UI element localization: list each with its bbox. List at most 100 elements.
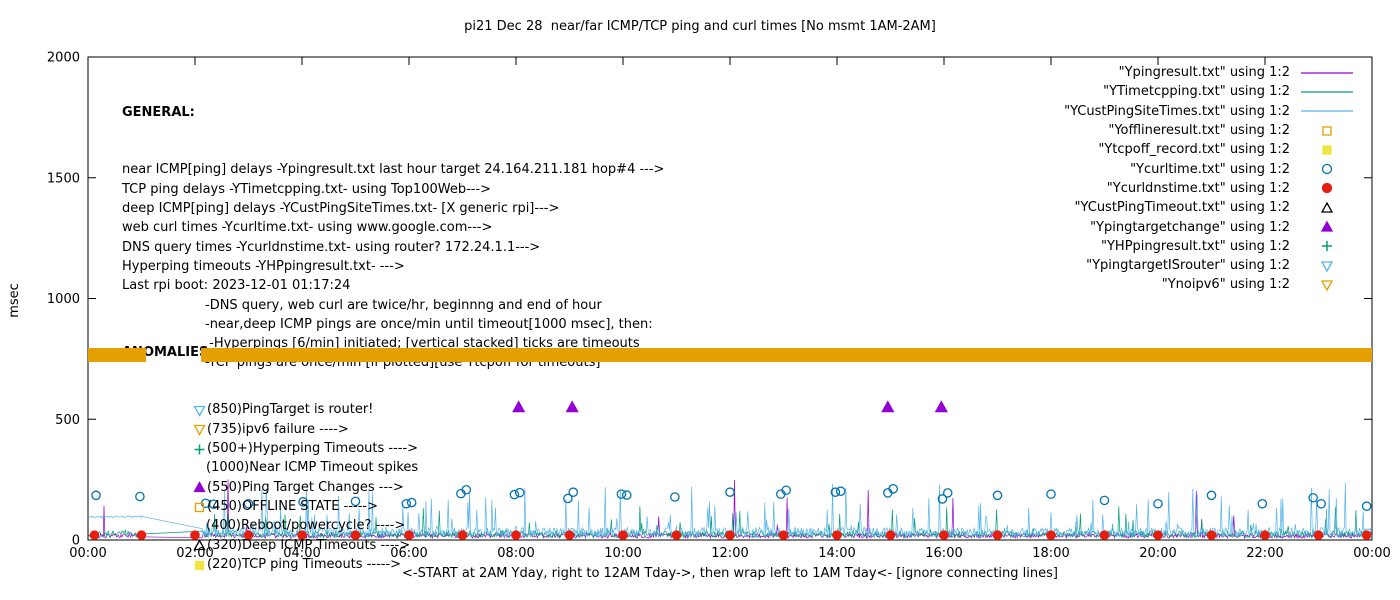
- legend-item: "Ytcpoff_record.txt" using 1:2: [1064, 140, 1355, 159]
- legend-circle-open-icon: [1321, 163, 1333, 175]
- x-tick-label: 14:00: [818, 546, 855, 561]
- anomaly-item: (450)OFFLINE STATE ----->: [122, 497, 418, 516]
- y-tick-label: 1000: [47, 292, 80, 307]
- legend-sample-line: [1301, 91, 1353, 93]
- legend-tri-up-open-icon: [1320, 201, 1334, 213]
- series-Ycurldnstime.txt: [89, 530, 1372, 540]
- legend-sample-line: [1301, 110, 1353, 112]
- legend-label: "YCustPingSiteTimes.txt" using 1:2: [1064, 103, 1290, 119]
- general-line: Last rpi boot: 2023-12-01 01:17:24: [122, 278, 351, 294]
- legend-label: "Ycurltime.txt" using 1:2: [1130, 161, 1290, 177]
- y-tick-label: 2000: [47, 51, 80, 66]
- general-line: -Hyperpings [6/min] initiated; [vertical…: [205, 336, 640, 352]
- legend-label: "Ypingtargetchange" using 1:2: [1090, 219, 1290, 235]
- anomaly-item: (550)Ping Target Changes --->: [122, 478, 418, 497]
- x-tick-label: 00:00: [1353, 546, 1390, 561]
- y-tick-label: 1500: [47, 171, 80, 186]
- legend-label: "YCustPingTimeout.txt" using 1:2: [1074, 200, 1290, 216]
- legend-item: "YCustPingSiteTimes.txt" using 1:2: [1064, 102, 1355, 121]
- anomaly-item: (220)TCP ping Timeouts ----->: [122, 555, 418, 574]
- series-Ycurltime.txt: [91, 484, 1372, 511]
- series-YCustPingSiteTimes.txt: [88, 482, 1372, 539]
- anomaly-item: (1000)Near ICMP Timeout spikes: [122, 458, 418, 477]
- x-tick-label: 20:00: [1139, 546, 1176, 561]
- x-tick-label: 22:00: [1246, 546, 1283, 561]
- anomaly-text: (400)Reboot/powercycle? ---->: [206, 518, 406, 534]
- general-line: -DNS query, web curl are twice/hr, begin…: [205, 297, 602, 313]
- x-tick-label: 10:00: [604, 546, 641, 561]
- legend-label: "Ytcpoff_record.txt" using 1:2: [1098, 142, 1290, 158]
- legend-item: "YpingtargetISrouter" using 1:2: [1064, 256, 1355, 275]
- general-line: DNS query times -Ycurldnstime.txt- using…: [122, 239, 541, 255]
- legend-label: "Yofflineresult.txt" using 1:2: [1108, 123, 1290, 139]
- legend-item: "Ycurltime.txt" using 1:2: [1064, 159, 1355, 178]
- general-line: -near,deep ICMP pings are once/min until…: [205, 316, 653, 332]
- legend-item: "YTimetcpping.txt" using 1:2: [1064, 82, 1355, 101]
- legend-circle-filled-icon: [1321, 183, 1333, 194]
- anomaly-item: (735)ipv6 failure ---->: [122, 420, 418, 439]
- general-header: GENERAL:: [122, 104, 195, 120]
- general-line: Hyperping timeouts -YHPpingresult.txt- -…: [122, 258, 405, 274]
- anomaly-text: (450)OFFLINE STATE ----->: [207, 498, 378, 514]
- legend-item: "Ypingresult.txt" using 1:2: [1064, 63, 1355, 82]
- legend-label: "Ycurldnstime.txt" using 1:2: [1106, 180, 1290, 196]
- tri-down-open-icon: [193, 425, 206, 437]
- legend-item: "Ycurldnstime.txt" using 1:2: [1064, 179, 1355, 198]
- x-tick-label: 08:00: [497, 546, 534, 561]
- general-line: near ICMP[ping] delays -Ypingresult.txt …: [122, 162, 665, 178]
- series-Ypingtargetchange: [512, 400, 948, 413]
- anomaly-text: (320)Deep ICMP Timeouts ---->: [207, 537, 411, 553]
- chart-title: pi21 Dec 28 near/far ICMP/TCP ping and c…: [464, 19, 936, 34]
- anomaly-text: (550)Ping Target Changes --->: [207, 479, 404, 495]
- anomaly-item: (320)Deep ICMP Timeouts ---->: [122, 536, 418, 555]
- anomaly-text: (1000)Near ICMP Timeout spikes: [206, 460, 419, 476]
- legend-tri-down-open-icon: [1320, 280, 1334, 292]
- legend-plus-icon: [1322, 241, 1332, 252]
- legend-label: "YpingtargetISrouter" using 1:2: [1086, 258, 1290, 274]
- anomaly-text: (500+)Hyperping Timeouts ---->: [207, 441, 419, 457]
- y-tick-label: 0: [72, 534, 80, 549]
- anomaly-text: (220)TCP ping Timeouts ----->: [207, 556, 402, 572]
- anomaly-item: (500+)Hyperping Timeouts ---->: [122, 439, 418, 458]
- legend-label: "YHPpingresult.txt" using 1:2: [1101, 238, 1290, 254]
- x-tick-label: 12:00: [711, 546, 748, 561]
- legend-square-filled-icon: [1322, 145, 1332, 155]
- legend-label: "Ypingresult.txt" using 1:2: [1118, 65, 1290, 81]
- legend-tri-up-filled-icon: [1320, 220, 1334, 232]
- legend-label: "YTimetcpping.txt" using 1:2: [1103, 84, 1290, 100]
- square-filled-icon: [194, 560, 205, 570]
- legend-item: "YCustPingTimeout.txt" using 1:2: [1064, 198, 1355, 217]
- anomaly-item: (850)PingTarget is router!: [122, 400, 418, 419]
- y-tick-label: 500: [55, 413, 80, 428]
- legend-sample-line: [1301, 71, 1353, 74]
- noipv6-band: [201, 348, 1372, 362]
- general-line: TCP ping delays -YTimetcpping.txt- using…: [122, 181, 492, 197]
- noipv6-band: [88, 348, 146, 362]
- legend-square-open-icon: [1322, 125, 1332, 136]
- legend-item: "YHPpingresult.txt" using 1:2: [1064, 237, 1355, 256]
- general-notes: GENERAL: near ICMP[ping] delays -Ypingre…: [122, 64, 664, 373]
- x-tick-label: 06:00: [390, 546, 427, 561]
- plus-icon: [194, 444, 205, 455]
- legend-item: "Ynoipv6" using 1:2: [1064, 275, 1355, 294]
- x-tick-label: 00:00: [69, 546, 106, 561]
- legend-label: "Ynoipv6" using 1:2: [1161, 277, 1290, 293]
- legend: "Ypingresult.txt" using 1:2 "YTimetcpping…: [1064, 63, 1355, 295]
- x-tick-label: 16:00: [925, 546, 962, 561]
- general-line: deep ICMP[ping] delays -YCustPingSiteTim…: [122, 201, 560, 217]
- x-axis-label: <-START at 2AM Yday, right to 12AM Tday-…: [402, 566, 1058, 581]
- anomalies-notes: ANOMALIES: (850)PingTarget is router! (73…: [122, 304, 418, 574]
- legend-tri-down-open-icon: [1320, 260, 1334, 272]
- tri-up-open-icon: [193, 539, 206, 551]
- tri-down-open-icon: [193, 405, 206, 417]
- anomaly-item: (400)Reboot/powercycle? ---->: [122, 516, 418, 535]
- legend-item: "Yofflineresult.txt" using 1:2: [1064, 121, 1355, 140]
- tri-up-filled-icon: [193, 481, 206, 493]
- anomaly-text: (850)PingTarget is router!: [207, 402, 374, 418]
- anomaly-text: (735)ipv6 failure ---->: [207, 421, 349, 437]
- x-tick-label: 04:00: [283, 546, 320, 561]
- legend-item: "Ypingtargetchange" using 1:2: [1064, 217, 1355, 236]
- square-open-icon: [194, 502, 205, 512]
